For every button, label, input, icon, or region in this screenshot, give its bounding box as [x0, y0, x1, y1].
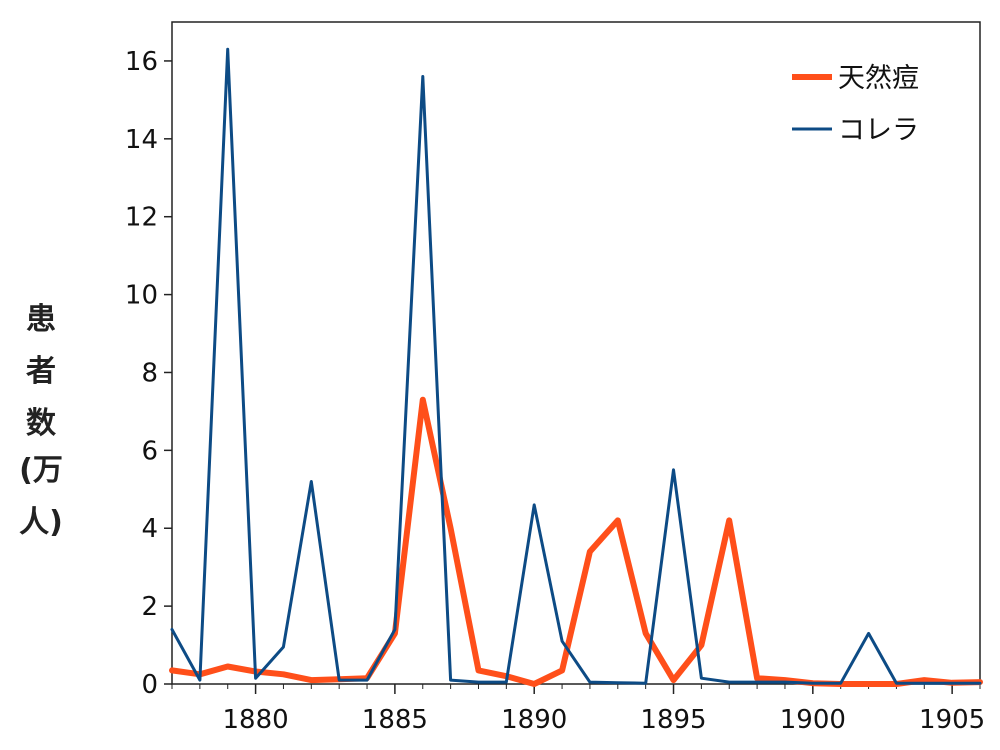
- y-axis-title-line: 者: [26, 354, 56, 389]
- x-tick-label: 1880: [223, 705, 289, 735]
- y-axis-title-line: 患: [26, 302, 56, 337]
- x-tick-label: 1895: [640, 705, 706, 735]
- y-tick-label: 8: [141, 358, 158, 388]
- y-tick-label: 4: [141, 514, 158, 544]
- legend-label: コレラ: [838, 115, 919, 146]
- plot-area: [171, 21, 981, 685]
- legend-label: 天然痘: [838, 63, 919, 94]
- x-axis: 1880 1885 1890 1895 1900 1905: [171, 684, 985, 735]
- y-tick-label: 16: [125, 47, 158, 77]
- y-tick-label: 2: [141, 592, 158, 622]
- y-tick-label: 6: [141, 436, 158, 466]
- y-axis-title-line: (万人): [19, 453, 63, 540]
- y-tick-label: 10: [125, 281, 158, 311]
- x-tick-label: 1885: [362, 705, 428, 735]
- series-line-2: [170, 47, 982, 685]
- y-tick-label: 12: [125, 203, 158, 233]
- x-tick-label: 1890: [501, 705, 567, 735]
- series-lines: [169, 47, 983, 687]
- series-line-1: [169, 396, 983, 687]
- y-axis: 0 2 4 6 8 10 12 14 16: [125, 47, 172, 700]
- x-tick-label: 1905: [919, 705, 985, 735]
- y-tick-label: 14: [125, 125, 158, 155]
- x-tick-label: 1900: [780, 705, 846, 735]
- y-axis-title-line: 数: [26, 406, 56, 441]
- y-tick-label: 0: [141, 670, 158, 700]
